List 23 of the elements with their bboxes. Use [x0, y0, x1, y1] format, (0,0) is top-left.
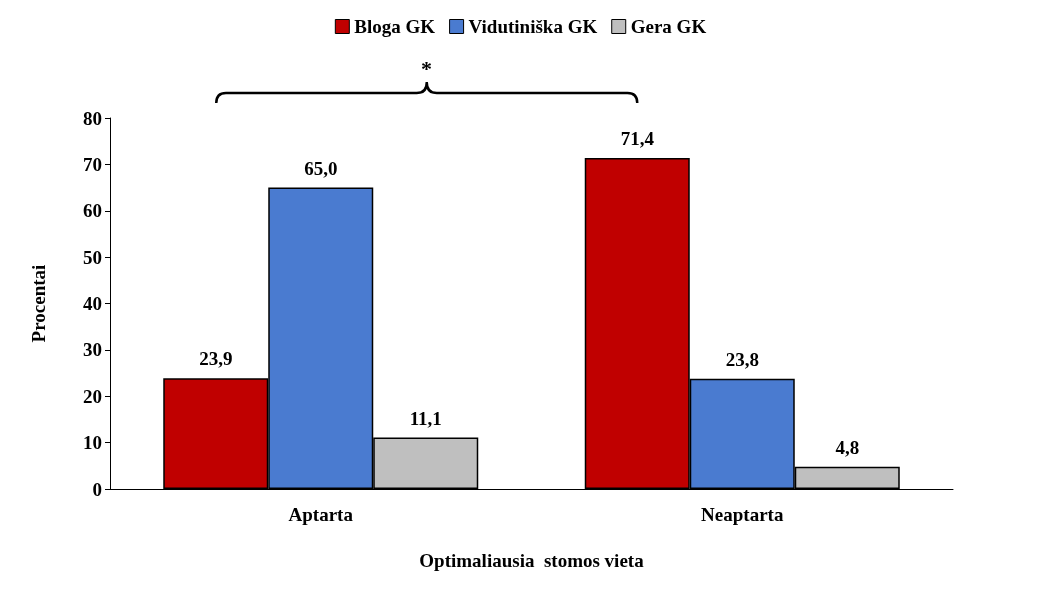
- legend-label: Bloga GK: [354, 16, 436, 37]
- x-tick-label: Neaptarta: [701, 504, 784, 525]
- x-axis-title: Optimaliausia stomos vieta: [419, 550, 645, 571]
- y-tick-label: 50: [83, 246, 102, 268]
- y-axis-title: Procentai: [28, 264, 49, 343]
- data-label: 23,8: [725, 348, 759, 370]
- data-label: 11,1: [409, 407, 442, 429]
- y-tick-label: 40: [83, 293, 102, 314]
- legend-label: Vidutiniška GK: [468, 16, 598, 37]
- y-tick-label: 30: [83, 339, 102, 361]
- y-tick-label: 60: [83, 200, 102, 222]
- y-tick-label: 80: [83, 107, 102, 129]
- x-tick-label: Aptarta: [288, 504, 354, 525]
- data-label: 4,8: [835, 436, 860, 458]
- y-tick-label: 10: [83, 432, 102, 454]
- y-tick-label: 70: [83, 153, 102, 175]
- legend-label: Gera GK: [630, 16, 707, 37]
- text: *: [421, 55, 432, 81]
- data-label: 71,4: [620, 127, 655, 149]
- y-tick-label: 20: [83, 385, 102, 407]
- data-label: 65,0: [304, 157, 338, 179]
- data-label: 23,9: [199, 348, 233, 370]
- y-tick-label: 0: [92, 478, 102, 500]
